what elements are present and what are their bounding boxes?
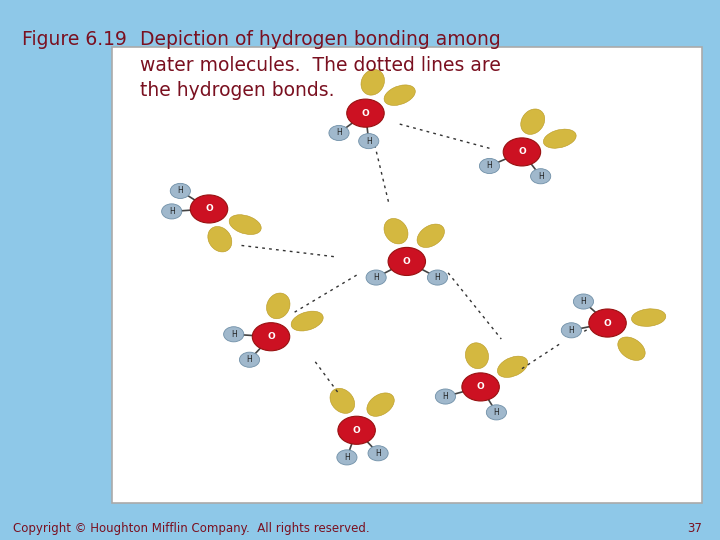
Circle shape bbox=[562, 323, 582, 338]
Circle shape bbox=[224, 327, 244, 342]
Text: H: H bbox=[247, 355, 253, 364]
Text: H: H bbox=[336, 129, 342, 138]
Circle shape bbox=[161, 204, 181, 219]
Text: H: H bbox=[375, 449, 381, 458]
Text: H: H bbox=[366, 137, 372, 146]
Text: O: O bbox=[603, 319, 611, 328]
Ellipse shape bbox=[291, 311, 323, 331]
Circle shape bbox=[462, 373, 499, 401]
Ellipse shape bbox=[384, 85, 415, 105]
Text: H: H bbox=[443, 392, 449, 401]
Ellipse shape bbox=[367, 393, 395, 416]
Ellipse shape bbox=[229, 215, 261, 234]
Circle shape bbox=[436, 389, 456, 404]
Ellipse shape bbox=[498, 356, 528, 377]
Circle shape bbox=[338, 416, 375, 444]
Ellipse shape bbox=[544, 129, 576, 149]
Circle shape bbox=[170, 184, 190, 199]
Text: H: H bbox=[580, 297, 586, 306]
Text: Copyright © Houghton Mifflin Company.  All rights reserved.: Copyright © Houghton Mifflin Company. Al… bbox=[13, 522, 369, 535]
Text: H: H bbox=[493, 408, 499, 417]
Circle shape bbox=[589, 309, 626, 337]
Text: H: H bbox=[169, 207, 174, 216]
Text: Figure 6.19: Figure 6.19 bbox=[22, 30, 127, 49]
Text: H: H bbox=[435, 273, 441, 282]
Circle shape bbox=[486, 405, 506, 420]
Text: O: O bbox=[267, 332, 275, 341]
Text: the hydrogen bonds.: the hydrogen bonds. bbox=[140, 81, 335, 100]
Text: 37: 37 bbox=[687, 522, 702, 535]
Text: O: O bbox=[477, 382, 485, 392]
Circle shape bbox=[337, 450, 357, 465]
Bar bbox=[112, 47, 702, 503]
Circle shape bbox=[366, 270, 386, 285]
Text: water molecules.  The dotted lines are: water molecules. The dotted lines are bbox=[140, 56, 501, 75]
Text: O: O bbox=[353, 426, 361, 435]
Text: H: H bbox=[487, 161, 492, 171]
Text: H: H bbox=[569, 326, 575, 335]
Ellipse shape bbox=[384, 219, 408, 244]
Text: O: O bbox=[361, 109, 369, 118]
Text: H: H bbox=[177, 186, 183, 195]
Circle shape bbox=[329, 125, 349, 140]
Text: Depiction of hydrogen bonding among: Depiction of hydrogen bonding among bbox=[140, 30, 501, 49]
Text: O: O bbox=[205, 205, 213, 213]
Text: H: H bbox=[538, 172, 544, 181]
Text: H: H bbox=[373, 273, 379, 282]
Circle shape bbox=[428, 270, 448, 285]
Text: H: H bbox=[344, 453, 350, 462]
Circle shape bbox=[480, 158, 500, 173]
Circle shape bbox=[190, 195, 228, 223]
Circle shape bbox=[368, 446, 388, 461]
Circle shape bbox=[240, 352, 260, 367]
Ellipse shape bbox=[465, 343, 489, 369]
Circle shape bbox=[359, 133, 379, 148]
Ellipse shape bbox=[631, 309, 666, 326]
Ellipse shape bbox=[361, 70, 384, 95]
Circle shape bbox=[388, 247, 426, 275]
Ellipse shape bbox=[521, 109, 545, 134]
Circle shape bbox=[531, 168, 551, 184]
Text: H: H bbox=[231, 330, 237, 339]
Circle shape bbox=[347, 99, 384, 127]
Ellipse shape bbox=[266, 293, 290, 319]
Ellipse shape bbox=[330, 388, 355, 414]
Circle shape bbox=[503, 138, 541, 166]
Text: O: O bbox=[403, 257, 410, 266]
Circle shape bbox=[573, 294, 593, 309]
Ellipse shape bbox=[618, 337, 645, 360]
Ellipse shape bbox=[208, 226, 232, 252]
Circle shape bbox=[252, 323, 289, 351]
Ellipse shape bbox=[417, 224, 444, 247]
Text: O: O bbox=[518, 147, 526, 157]
